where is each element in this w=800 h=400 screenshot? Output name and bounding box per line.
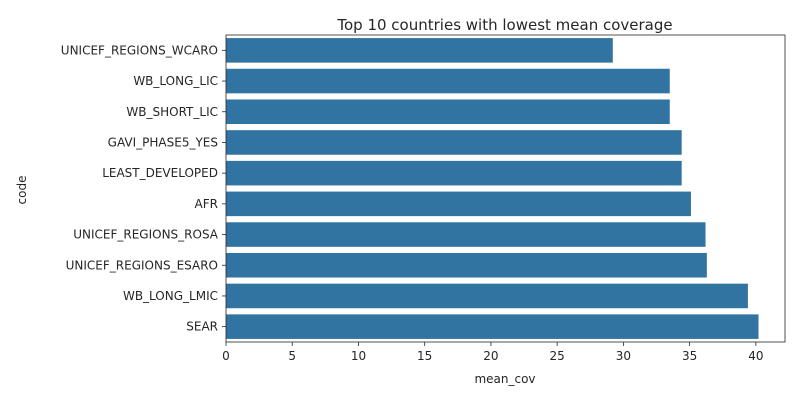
x-axis-ticks: 0 5 10 15 20 25 30 35 40 bbox=[222, 342, 763, 363]
y-tick-label: WB_LONG_LMIC bbox=[123, 289, 218, 303]
x-tick-label: 10 bbox=[351, 349, 366, 363]
x-tick-label: 5 bbox=[288, 349, 296, 363]
bar-least-developed bbox=[226, 160, 682, 186]
y-tick-label: UNICEF_REGIONS_ESARO bbox=[66, 258, 218, 272]
bars-group bbox=[226, 38, 759, 339]
x-tick-label: 20 bbox=[483, 349, 498, 363]
bar-wb-long-lic bbox=[226, 68, 670, 94]
x-tick-label: 40 bbox=[748, 349, 763, 363]
chart-title: Top 10 countries with lowest mean covera… bbox=[336, 16, 672, 34]
bar-wb-long-lmic bbox=[226, 283, 748, 309]
x-tick-label: 0 bbox=[222, 349, 230, 363]
y-tick-label: SEAR bbox=[186, 320, 218, 334]
y-tick-label: LEAST_DEVELOPED bbox=[102, 166, 218, 180]
bar-wb-short-lic bbox=[226, 99, 670, 125]
bar-sear bbox=[226, 314, 759, 339]
bar-afr bbox=[226, 191, 691, 217]
y-tick-label: UNICEF_REGIONS_ROSA bbox=[73, 228, 219, 242]
bar-gavi-phase5-yes bbox=[226, 130, 682, 155]
x-tick-label: 35 bbox=[682, 349, 697, 363]
x-axis-title: mean_cov bbox=[474, 372, 535, 386]
bar-unicef-regions-wcaro bbox=[226, 38, 613, 63]
category-labels: UNICEF_REGIONS_WCARO WB_LONG_LIC WB_SHORT_… bbox=[61, 43, 226, 334]
x-tick-label: 15 bbox=[417, 349, 432, 363]
x-tick-label: 30 bbox=[616, 349, 631, 363]
bar-unicef-regions-esaro bbox=[226, 252, 707, 278]
y-tick-label: UNICEF_REGIONS_WCARO bbox=[61, 43, 218, 57]
y-tick-label: WB_LONG_LIC bbox=[133, 74, 218, 88]
y-tick-label: AFR bbox=[195, 197, 218, 211]
plot-frame bbox=[225, 34, 786, 343]
x-tick-label: 25 bbox=[550, 349, 565, 363]
y-tick-label: WB_SHORT_LIC bbox=[126, 105, 218, 119]
y-axis-title: code bbox=[15, 176, 29, 205]
axes bbox=[225, 34, 786, 343]
y-tick-label: GAVI_PHASE5_YES bbox=[108, 135, 218, 149]
bar-unicef-regions-rosa bbox=[226, 222, 706, 247]
